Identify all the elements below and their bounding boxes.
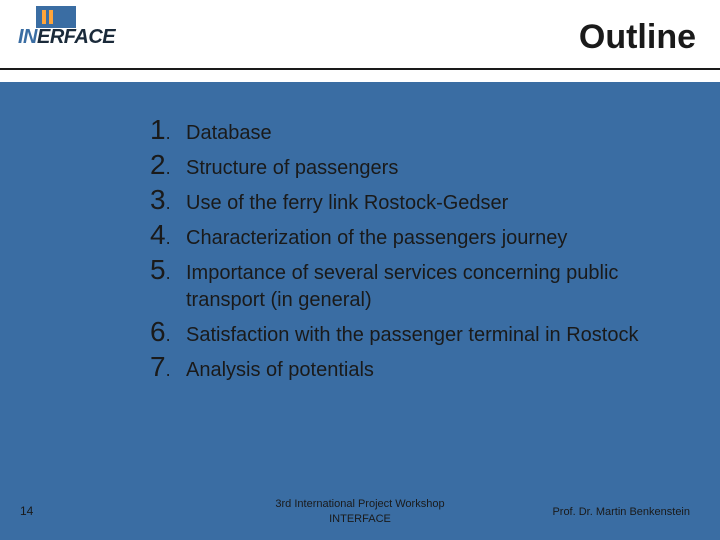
outline-item-text: Structure of passengers: [186, 155, 398, 182]
footer-author: Prof. Dr. Martin Benkenstein: [552, 506, 690, 518]
outline-item: 2.Structure of passengers: [150, 149, 690, 182]
outline-item-number: 1.: [150, 114, 186, 146]
outline-item-text: Characterization of the passengers journ…: [186, 225, 567, 252]
logo-suffix: ERFACE: [37, 26, 115, 48]
outline-item: 6.Satisfaction with the passenger termin…: [150, 316, 690, 349]
slide-header: INERFACE Outline: [0, 0, 720, 82]
outline-item-number: 6.: [150, 316, 186, 348]
outline-item: 1.Database: [150, 114, 690, 147]
outline-item-text: Database: [186, 120, 272, 147]
outline-item-number: 2.: [150, 149, 186, 181]
outline-item: 4.Characterization of the passengers jou…: [150, 219, 690, 252]
outline-item: 7.Analysis of potentials: [150, 351, 690, 384]
logo-prefix: IN: [18, 26, 37, 48]
interface-logo: INERFACE: [18, 6, 138, 66]
outline-item-text: Analysis of potentials: [186, 357, 374, 384]
outline-list: 1.Database2.Structure of passengers3.Use…: [150, 114, 690, 386]
outline-item: 3.Use of the ferry link Rostock-Gedser: [150, 184, 690, 217]
outline-item: 5.Importance of several services concern…: [150, 254, 690, 314]
outline-item-text: Satisfaction with the passenger terminal…: [186, 322, 638, 349]
logo-text: INERFACE: [18, 26, 115, 49]
outline-item-text: Use of the ferry link Rostock-Gedser: [186, 190, 508, 217]
outline-item-number: 4.: [150, 219, 186, 251]
slide-body: 1.Database2.Structure of passengers3.Use…: [0, 82, 720, 540]
slide-title: Outline: [579, 18, 696, 57]
outline-item-text: Importance of several services concernin…: [186, 260, 690, 314]
outline-item-number: 3.: [150, 184, 186, 216]
outline-item-number: 5.: [150, 254, 186, 286]
logo-building-icon: [36, 6, 76, 28]
title-underline: [0, 68, 720, 70]
outline-item-number: 7.: [150, 351, 186, 383]
